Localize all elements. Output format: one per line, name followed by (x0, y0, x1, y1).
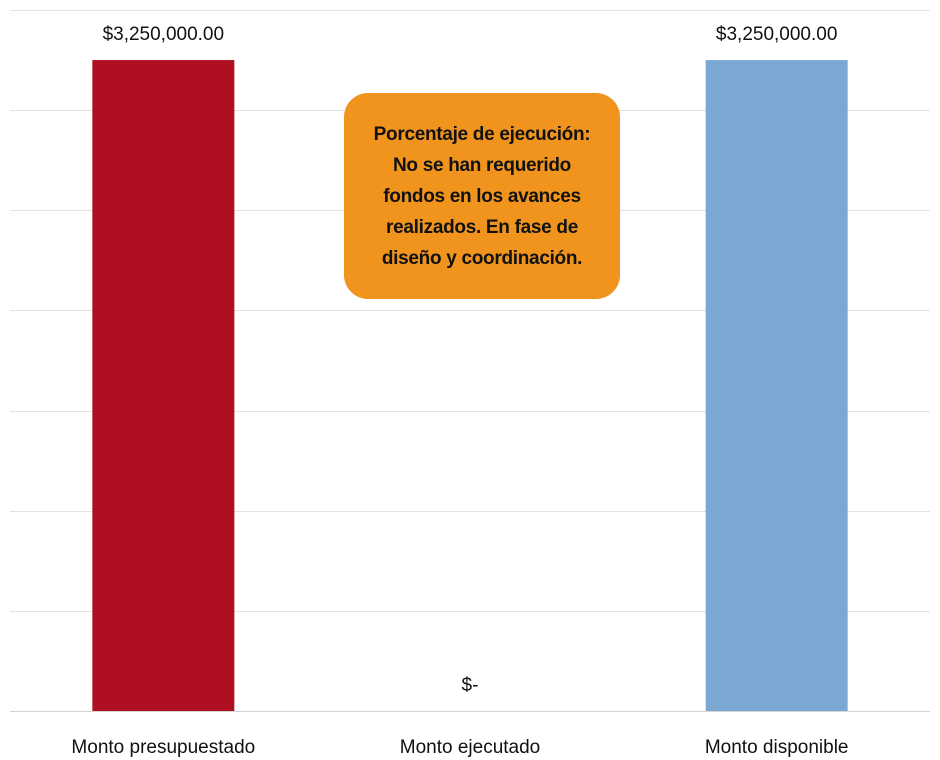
annotation-callout: Porcentaje de ejecución: No se han reque… (344, 93, 620, 299)
bars (92, 60, 848, 712)
category-label: Monto presupuestado (71, 737, 255, 758)
bar-monto-disponible (705, 60, 848, 712)
value-label: $3,250,000.00 (716, 24, 838, 45)
value-label: $- (462, 675, 479, 696)
value-labels: $3,250,000.00 $- $3,250,000.00 (103, 24, 838, 696)
annotation-text: Porcentaje de ejecución: No se han reque… (373, 123, 591, 269)
category-label: Monto disponible (705, 737, 849, 758)
bar-monto-presupuestado (92, 60, 235, 712)
value-label: $3,250,000.00 (103, 24, 225, 45)
category-labels: Monto presupuestado Monto ejecutado Monto … (71, 737, 848, 758)
category-label: Monto ejecutado (400, 737, 541, 758)
